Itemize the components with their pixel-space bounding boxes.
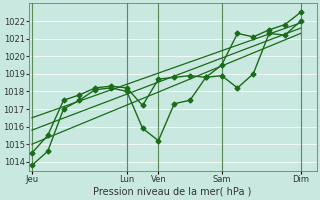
- X-axis label: Pression niveau de la mer( hPa ): Pression niveau de la mer( hPa ): [93, 187, 252, 197]
